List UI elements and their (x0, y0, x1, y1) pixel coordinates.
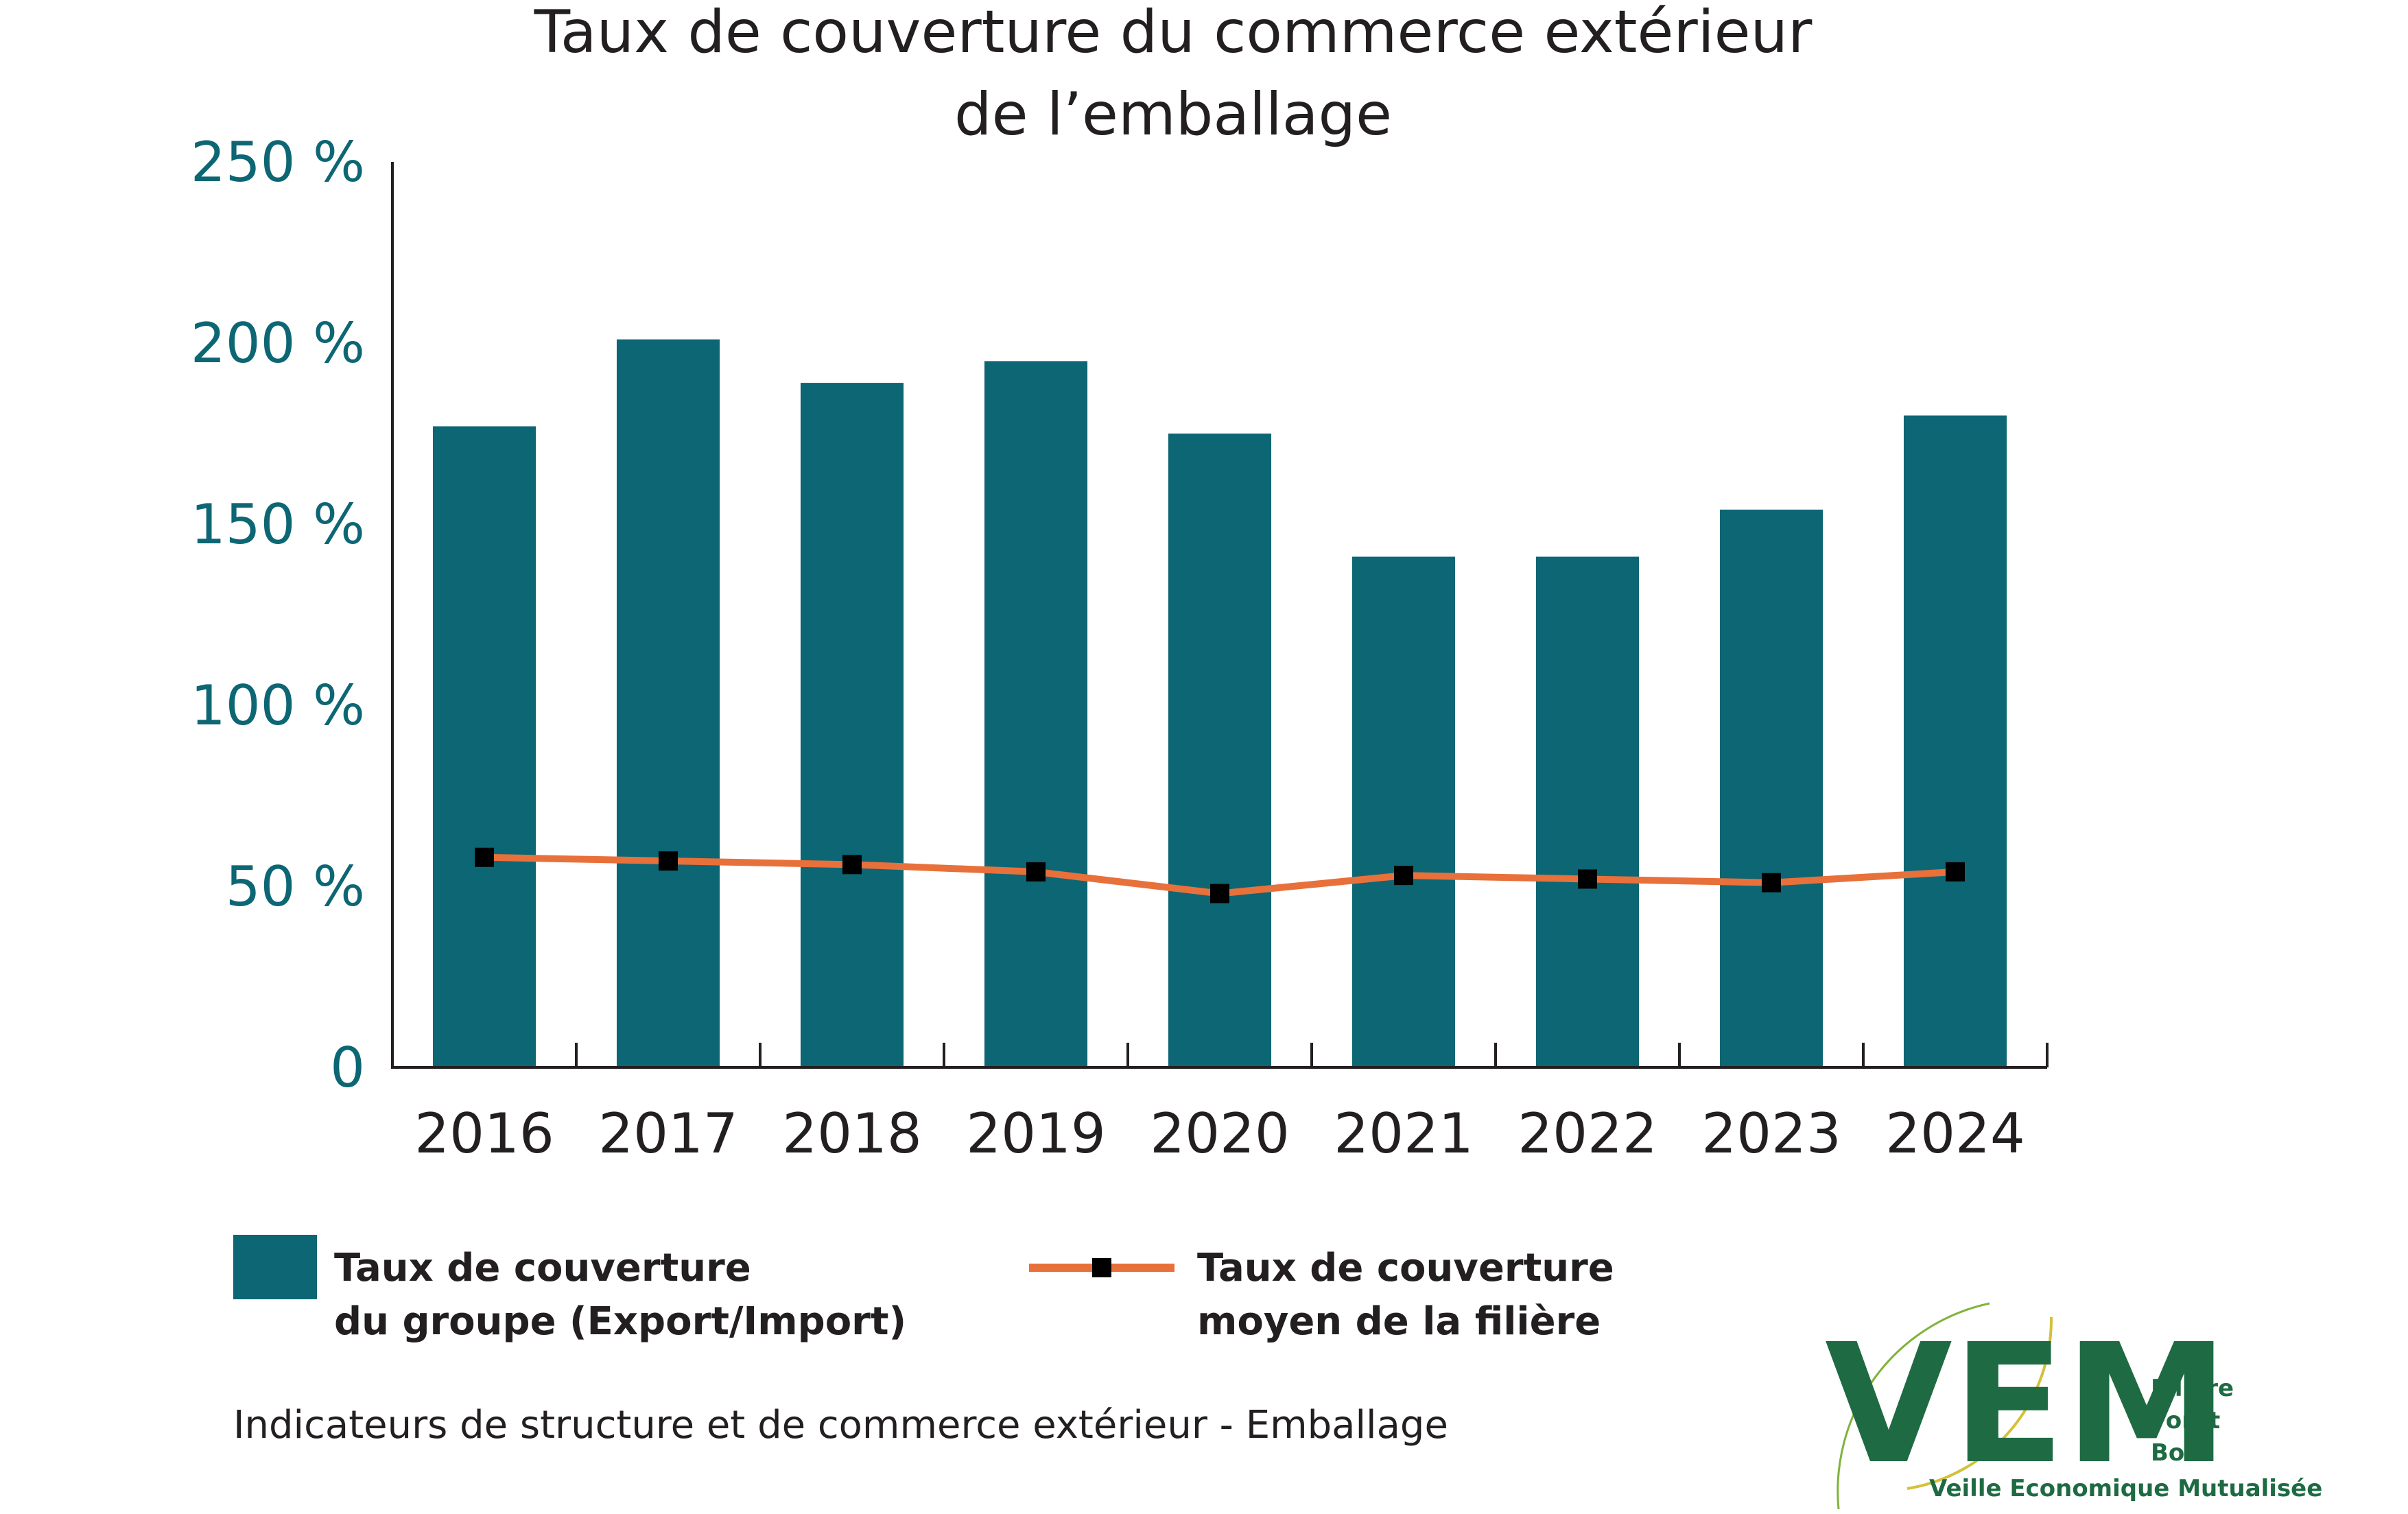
y-tick-label-100: 100 % (191, 674, 365, 737)
x-tick-label-2020: 2020 (1150, 1102, 1290, 1166)
logo-line-2: Forêt (2151, 1407, 2220, 1434)
bar-2017 (616, 339, 720, 1068)
logo-arc-green (1837, 1302, 1990, 1510)
y-tick-label-200: 200 % (191, 311, 365, 375)
line-marker-2018 (842, 855, 862, 875)
line-marker-2017 (659, 851, 678, 871)
bar-2024 (1903, 415, 2007, 1067)
legend-swatch-marker (1092, 1258, 1111, 1277)
line-marker-2020 (1210, 884, 1229, 903)
bar-2020 (1168, 434, 1272, 1067)
legend-label-bars-line-1: Taux de couverture (334, 1246, 751, 1290)
legend-item-bars: Taux de couverture du groupe (Export/Imp… (233, 1235, 906, 1344)
line-marker-2024 (1946, 862, 1965, 882)
legend-item-line: Taux de couverture moyen de la filière (1029, 1246, 1614, 1344)
legend-label-line-line-2: moyen de la filière (1197, 1299, 1601, 1344)
bar-2018 (800, 383, 904, 1067)
x-tick-label-2019: 2019 (966, 1102, 1106, 1166)
logo-line-3: Bois (2151, 1439, 2206, 1467)
line-marker-2016 (475, 847, 494, 867)
line-marker-2022 (1578, 869, 1597, 889)
legend-swatch-bars (233, 1235, 317, 1299)
bar-2021 (1351, 556, 1456, 1067)
logo-mark: VEM (1825, 1308, 2229, 1500)
x-tick-label-2022: 2022 (1518, 1102, 1657, 1166)
plot-area: 0 50 % 100 % 150 % 200 % 250 % 2016 2017 2018 201… (191, 130, 2049, 1166)
chart-title: Taux de couverture du commerce extérieur… (534, 0, 1813, 149)
bar-2022 (1535, 556, 1640, 1067)
legend: Taux de couverture du groupe (Export/Imp… (233, 1235, 1614, 1344)
x-tick-label-2018: 2018 (782, 1102, 922, 1166)
x-tick-label-2021: 2021 (1334, 1102, 1474, 1166)
line-marker-2019 (1026, 862, 1046, 882)
chart-title-line-1: Taux de couverture du commerce extérieur (534, 0, 1813, 67)
line-marker-2021 (1394, 866, 1413, 886)
line-marker-2023 (1762, 873, 1781, 892)
chart-title-line-2: de l’emballage (954, 80, 1392, 149)
legend-label-bars-line-2: du groupe (Export/Import) (334, 1299, 906, 1344)
source-caption: Indicateurs de structure et de commerce … (233, 1403, 1448, 1447)
logo-line-1: Filière (2151, 1375, 2234, 1402)
logo-arc-yellow (1907, 1316, 2053, 1490)
bar-2023 (1719, 509, 1823, 1067)
x-tick-label-2017: 2017 (598, 1102, 738, 1166)
y-tick-label-0: 0 (330, 1036, 365, 1100)
y-tick-label-150: 150 % (191, 493, 365, 556)
legend-label-line-line-1: Taux de couverture (1197, 1246, 1614, 1290)
y-tick-label-250: 250 % (191, 130, 365, 194)
bar-2019 (984, 361, 1088, 1067)
y-tick-label-50: 50 % (226, 855, 365, 919)
x-tick-label-2023: 2023 (1701, 1102, 1841, 1166)
x-tick-label-2016: 2016 (414, 1102, 554, 1166)
x-tick-label-2024: 2024 (1885, 1102, 2025, 1166)
vem-logo: VEM Filière Forêt Bois Veille Economique… (1825, 1302, 2322, 1510)
logo-tagline: Veille Economique Mutualisée (1929, 1475, 2322, 1502)
bar-2016 (432, 426, 536, 1067)
